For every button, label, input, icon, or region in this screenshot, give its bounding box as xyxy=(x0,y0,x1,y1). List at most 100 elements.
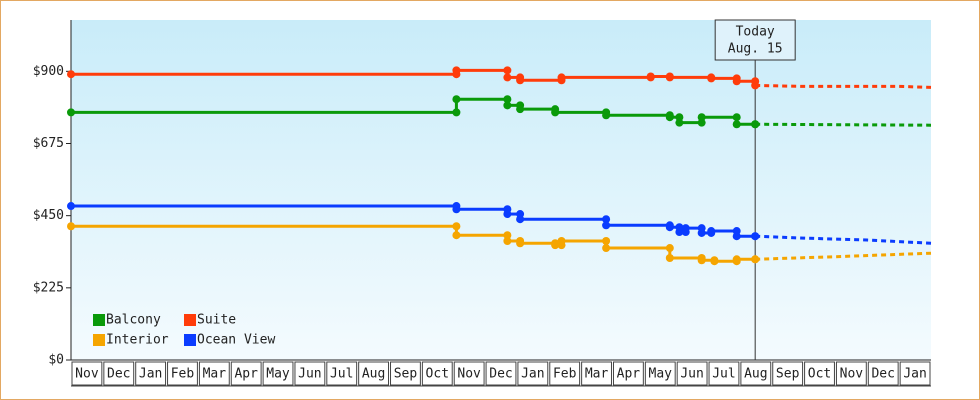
x-tick-box xyxy=(740,361,772,386)
legend-label: Suite xyxy=(197,313,236,328)
point-prev xyxy=(751,120,760,129)
point xyxy=(452,231,461,240)
point-prev xyxy=(646,73,655,82)
y-tick-label: $225 xyxy=(33,280,64,295)
point-prev xyxy=(452,70,461,79)
x-tick-label: Oct xyxy=(426,367,449,382)
y-tick-label: $0 xyxy=(48,353,64,368)
point-prev xyxy=(697,224,706,233)
x-tick-box xyxy=(581,361,612,386)
plot-area xyxy=(71,20,931,360)
forecast-line xyxy=(755,122,932,127)
point-prev xyxy=(503,95,512,104)
x-tick-box xyxy=(421,361,453,386)
x-tick-label: Nov xyxy=(457,367,481,382)
x-tick-label: Jul xyxy=(330,367,353,382)
today-date: Aug. 15 xyxy=(728,42,783,57)
point xyxy=(67,70,75,79)
x-tick-box xyxy=(103,361,135,386)
x-tick-box xyxy=(326,361,358,386)
point-prev xyxy=(697,254,706,262)
point xyxy=(602,244,611,253)
x-tick-box xyxy=(517,361,549,386)
x-tick-box xyxy=(835,361,867,386)
x-tick-box xyxy=(230,361,262,386)
point-prev xyxy=(751,255,760,264)
point-prev xyxy=(503,205,512,214)
today-box xyxy=(714,19,796,61)
x-tick-box xyxy=(294,361,326,386)
x-tick-box xyxy=(262,361,294,386)
point xyxy=(503,237,512,245)
x-tick-label: Jun xyxy=(298,367,321,382)
x-tick-label: Aug xyxy=(744,367,767,382)
y-tick-label: $450 xyxy=(33,208,64,223)
point-prev xyxy=(732,113,741,122)
x-tick-label: Feb xyxy=(553,367,577,382)
point-prev xyxy=(681,228,690,237)
point-prev xyxy=(551,105,560,114)
x-tick-label: Dec xyxy=(489,367,512,382)
point xyxy=(67,202,75,211)
x-tick-box xyxy=(612,361,644,386)
x-tick-label: Oct xyxy=(808,367,831,382)
x-tick-label: Jul xyxy=(712,367,735,382)
point xyxy=(665,254,674,262)
point-prev xyxy=(503,231,512,240)
x-tick-label: Aug xyxy=(362,367,385,382)
x-tick-box xyxy=(644,361,676,386)
y-tick-label: $900 xyxy=(33,64,64,79)
x-tick-box xyxy=(71,361,103,386)
x-tick-label: Mar xyxy=(585,367,609,382)
x-tick-box xyxy=(167,361,198,386)
x-tick-box xyxy=(708,361,740,386)
point-prev xyxy=(751,77,760,86)
point-prev xyxy=(732,257,741,266)
legend-label: Balcony xyxy=(106,313,161,328)
x-tick-box xyxy=(390,361,421,386)
point-prev xyxy=(452,108,461,117)
forecast-line xyxy=(755,251,932,261)
legend-swatch xyxy=(184,334,196,346)
x-tick-label: Nov xyxy=(840,367,864,382)
x-tick-label: May xyxy=(649,367,673,382)
x-tick-label: Apr xyxy=(234,367,258,382)
legend-swatch xyxy=(93,334,105,346)
point-prev xyxy=(516,237,525,245)
point-prev xyxy=(697,118,706,127)
x-tick-label: Jun xyxy=(680,367,703,382)
point xyxy=(67,222,75,231)
legend-label: Interior xyxy=(106,333,169,348)
point-prev xyxy=(516,73,525,82)
x-tick-box xyxy=(899,361,931,386)
legend-label: Ocean View xyxy=(197,333,275,348)
point-prev xyxy=(665,72,674,81)
x-tick-label: May xyxy=(266,367,290,382)
point xyxy=(452,95,461,104)
x-tick-box xyxy=(453,361,485,386)
legend-swatch xyxy=(184,314,196,326)
x-tick-label: Jan xyxy=(903,367,926,382)
point-prev xyxy=(602,108,611,117)
point-prev xyxy=(551,239,560,248)
point-prev xyxy=(732,227,741,236)
point-prev xyxy=(675,113,684,122)
point-prev xyxy=(503,66,512,75)
point-prev xyxy=(602,237,611,245)
x-tick-box xyxy=(135,361,167,386)
x-tick-label: Jan xyxy=(139,367,162,382)
point-prev xyxy=(557,76,566,85)
x-tick-box xyxy=(549,361,581,386)
point-prev xyxy=(557,241,566,250)
point-prev xyxy=(710,256,719,265)
point xyxy=(503,73,512,82)
x-tick-box xyxy=(676,361,708,386)
x-tick-label: Dec xyxy=(107,367,130,382)
x-tick-box xyxy=(804,361,835,386)
x-tick-label: Nov xyxy=(75,367,99,382)
point-prev xyxy=(751,232,760,241)
point xyxy=(67,108,75,117)
point-prev xyxy=(665,221,674,230)
forecast-line xyxy=(755,234,932,245)
